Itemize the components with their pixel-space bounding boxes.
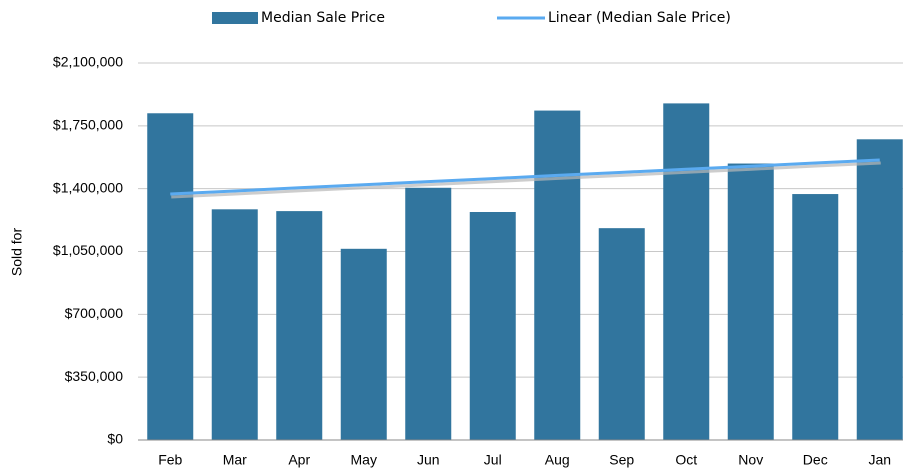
bar bbox=[663, 103, 710, 441]
bar bbox=[534, 110, 581, 441]
y-tick-label: $2,100,000 bbox=[53, 54, 123, 70]
bar bbox=[276, 211, 323, 440]
y-tick-label: $700,000 bbox=[65, 305, 124, 321]
x-tick-label: Jun bbox=[417, 452, 440, 468]
trend-shadow bbox=[171, 161, 881, 199]
x-tick-label: Jan bbox=[868, 452, 891, 468]
bar bbox=[147, 113, 194, 441]
bar bbox=[405, 187, 452, 440]
bar bbox=[856, 139, 903, 441]
legend-label: Linear (Median Sale Price) bbox=[548, 10, 731, 26]
legend-swatch bbox=[212, 12, 258, 24]
trend-line bbox=[170, 158, 880, 196]
x-tick-label: Apr bbox=[288, 452, 310, 468]
legend-label: Median Sale Price bbox=[261, 10, 385, 26]
y-tick-label: $0 bbox=[107, 431, 123, 447]
bar bbox=[727, 163, 774, 441]
x-tick-label: May bbox=[351, 452, 377, 468]
x-tick-label: Mar bbox=[223, 452, 247, 468]
y-tick-label: $1,050,000 bbox=[53, 242, 123, 258]
y-axis-label: Sold for bbox=[9, 228, 25, 277]
x-tick-label: Aug bbox=[545, 452, 570, 468]
bar bbox=[792, 194, 839, 440]
x-tick-label: Jul bbox=[484, 452, 502, 468]
x-tick-label: Sep bbox=[609, 452, 634, 468]
x-tick-label: Dec bbox=[803, 452, 828, 468]
bar bbox=[598, 228, 645, 440]
x-tick-label: Oct bbox=[675, 452, 697, 468]
y-tick-label: $1,750,000 bbox=[53, 117, 123, 133]
bar bbox=[340, 248, 387, 440]
bar bbox=[469, 212, 516, 440]
y-tick-label: $350,000 bbox=[65, 368, 124, 384]
x-tick-label: Feb bbox=[158, 452, 182, 468]
bar bbox=[211, 209, 258, 440]
x-tick-label: Nov bbox=[738, 452, 763, 468]
y-tick-label: $1,400,000 bbox=[53, 179, 123, 195]
